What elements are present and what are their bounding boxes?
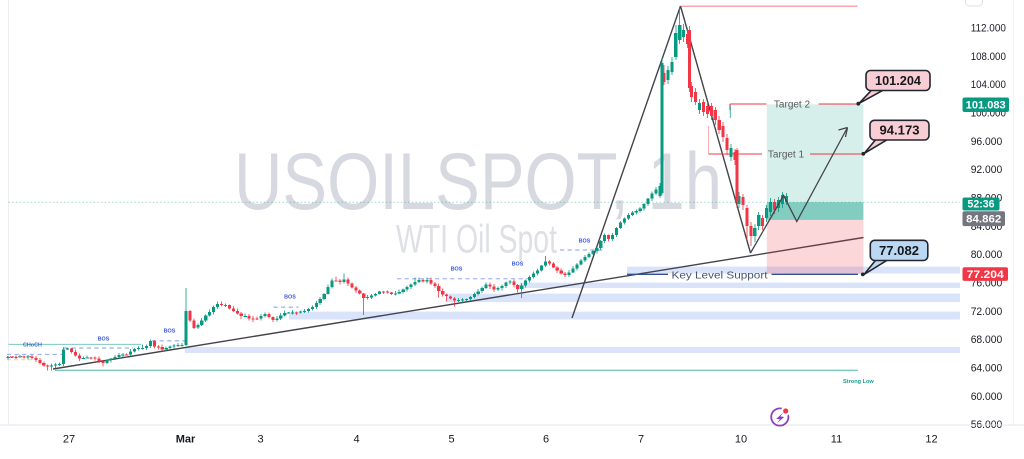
svg-text:Key Level Support: Key Level Support — [672, 270, 768, 281]
svg-text:92.000: 92.000 — [971, 164, 1003, 176]
svg-text:Target 1: Target 1 — [768, 150, 805, 161]
svg-text:52:36: 52:36 — [968, 199, 995, 211]
svg-text:3: 3 — [257, 434, 263, 446]
svg-text:5: 5 — [448, 434, 454, 446]
svg-text:CHoCH: CHoCH — [23, 342, 42, 348]
svg-text:101.083: 101.083 — [966, 100, 1006, 112]
svg-text:USOILSPOT, 1h: USOILSPOT, 1h — [234, 137, 722, 227]
svg-text:BOS: BOS — [284, 295, 296, 301]
svg-text:BOS: BOS — [451, 266, 463, 272]
svg-text:11: 11 — [831, 434, 842, 446]
svg-text:27: 27 — [63, 434, 75, 446]
svg-text:60.000: 60.000 — [971, 391, 1003, 403]
svg-text:80.000: 80.000 — [971, 249, 1003, 261]
svg-text:72.000: 72.000 — [971, 306, 1003, 318]
svg-text:84.862: 84.862 — [966, 214, 1001, 226]
svg-text:77.082: 77.082 — [879, 243, 919, 258]
svg-text:12: 12 — [925, 434, 937, 446]
svg-text:101.204: 101.204 — [875, 73, 922, 88]
svg-text:Target 2: Target 2 — [774, 100, 811, 111]
svg-text:BOS: BOS — [164, 329, 176, 335]
svg-text:104.000: 104.000 — [971, 79, 1006, 91]
svg-text:Strong Low: Strong Low — [843, 379, 874, 385]
svg-text:96.000: 96.000 — [971, 136, 1003, 148]
svg-text:BOS: BOS — [579, 238, 591, 244]
svg-text:Mar: Mar — [176, 434, 196, 446]
svg-text:94.173: 94.173 — [880, 123, 920, 138]
svg-text:7: 7 — [638, 434, 644, 446]
svg-text:112.000: 112.000 — [971, 23, 1006, 35]
svg-text:10: 10 — [735, 434, 747, 446]
svg-text:WTI Oil Spot: WTI Oil Spot — [396, 218, 557, 262]
svg-text:BOS: BOS — [98, 337, 110, 343]
svg-text:4: 4 — [353, 434, 359, 446]
svg-text:108.000: 108.000 — [971, 51, 1006, 63]
svg-text:6: 6 — [543, 434, 549, 446]
svg-text:64.000: 64.000 — [971, 363, 1003, 375]
svg-text:BOS: BOS — [512, 261, 524, 267]
svg-text:68.000: 68.000 — [971, 334, 1003, 346]
svg-text:77.204: 77.204 — [967, 269, 1005, 281]
